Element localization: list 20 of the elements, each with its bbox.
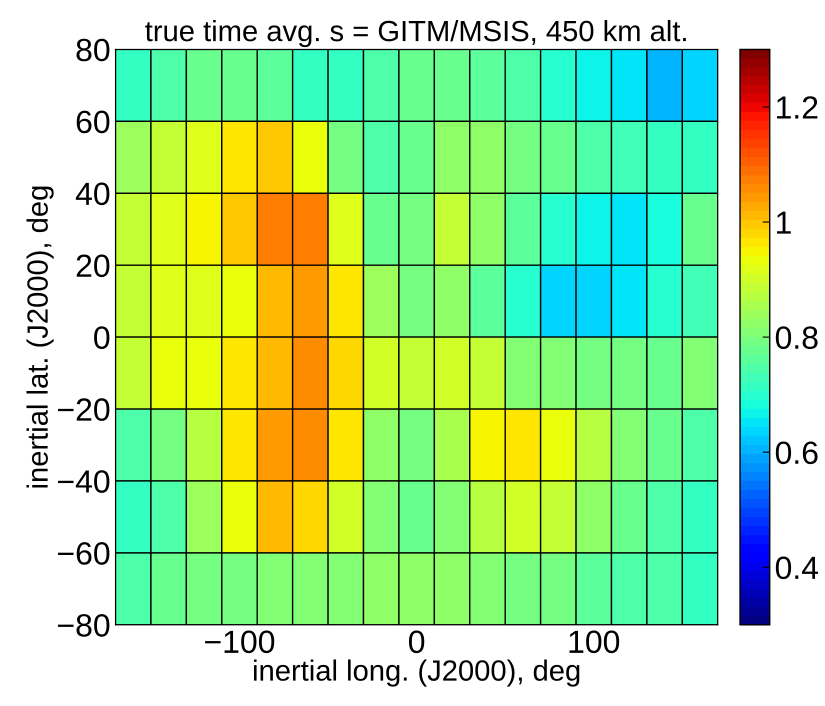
x-tick-label: 100 — [570, 630, 620, 654]
y-tick-label: 0 — [94, 326, 110, 350]
x-tick-label: −100 — [205, 630, 274, 654]
y-tick-label: −40 — [58, 470, 110, 493]
color-bar-label: 0.4 — [776, 556, 818, 580]
y-axis-title: inertial lat. (J2000), deg — [26, 186, 54, 488]
y-tick-label: 20 — [76, 254, 110, 278]
x-tick-label: 0 — [408, 630, 424, 654]
y-tick-label: 40 — [76, 182, 110, 206]
y-tick-label: −80 — [58, 614, 110, 637]
color-bar-label: 0.8 — [776, 326, 818, 350]
x-axis-title: inertial long. (J2000), deg — [254, 659, 580, 687]
y-tick-label: 60 — [76, 110, 110, 134]
color-bar-label: 0.6 — [776, 441, 818, 464]
chart-title: true time avg. s = GITM/MSIS, 450 km alt. — [145, 20, 686, 48]
y-tick-label: −60 — [58, 542, 110, 565]
y-tick-label: −20 — [58, 398, 110, 421]
color-bar-label: 1.2 — [777, 96, 818, 119]
color-bar-label: 1 — [777, 212, 791, 234]
y-tick-label: 80 — [76, 38, 110, 62]
